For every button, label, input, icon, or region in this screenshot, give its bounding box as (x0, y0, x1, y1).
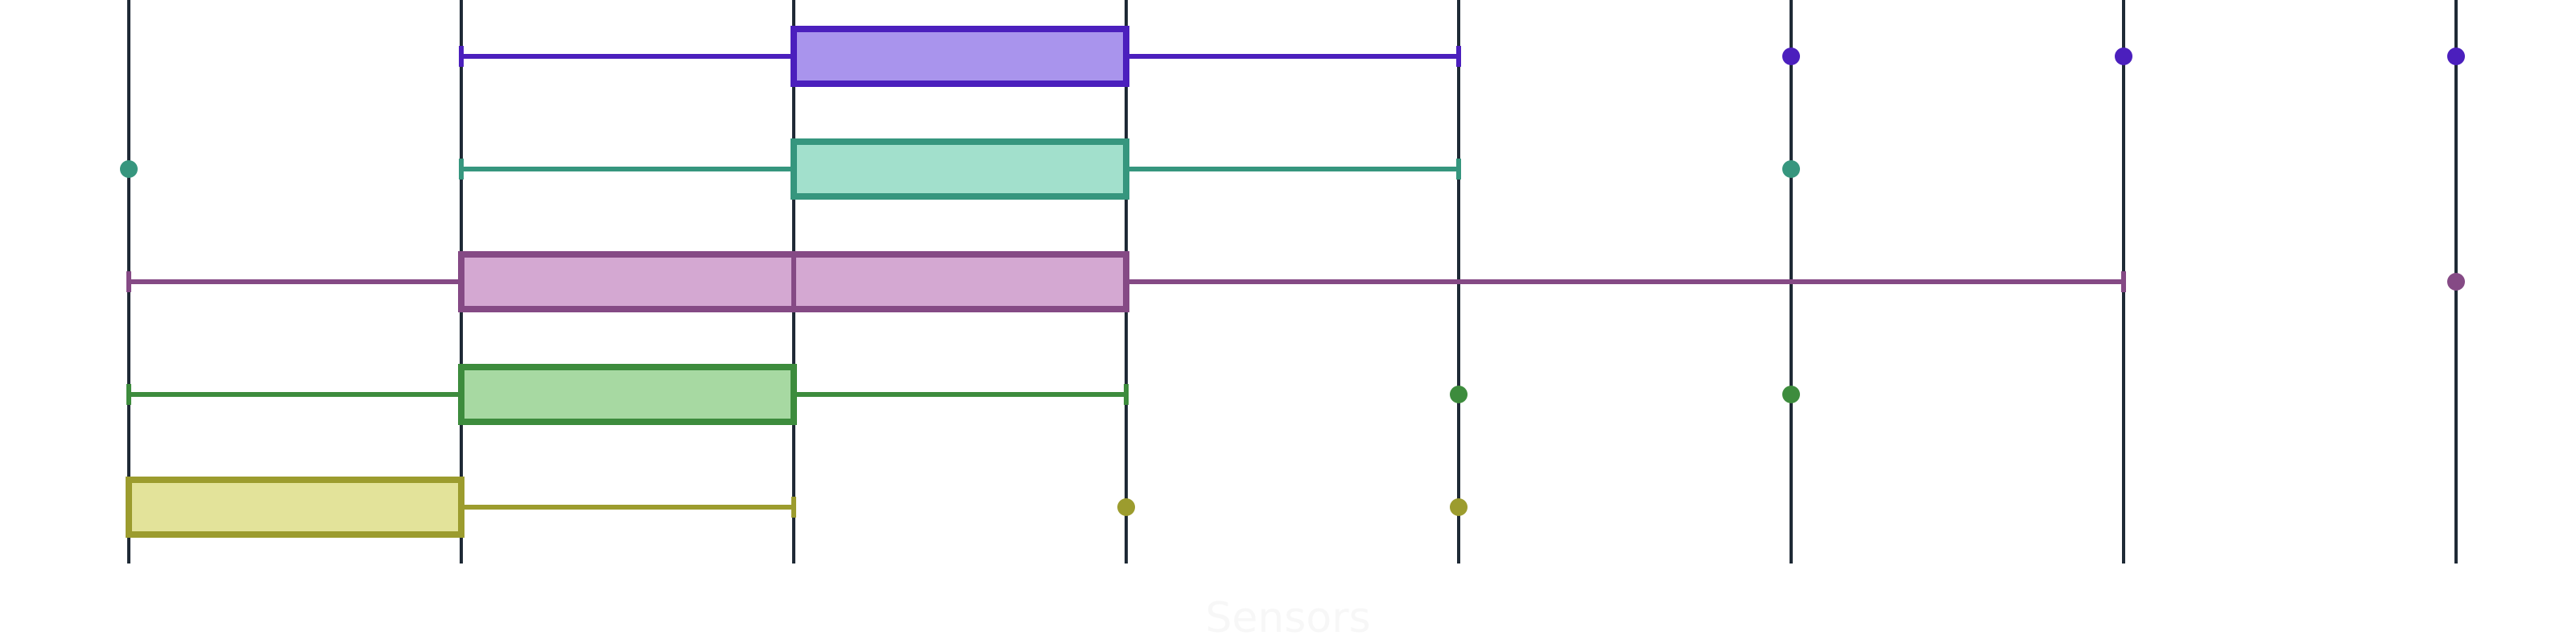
box (126, 477, 464, 538)
box-plots (120, 26, 2465, 538)
outlier-point (1117, 498, 1135, 516)
outlier-point (1450, 498, 1468, 516)
box (791, 138, 1129, 200)
outlier-point (1450, 386, 1468, 403)
box-plot-3 (126, 251, 2465, 312)
outlier-point (1782, 160, 1800, 178)
outlier-point (1782, 47, 1800, 65)
box-plot-2 (120, 138, 1800, 200)
box-plot-1 (459, 26, 2465, 87)
box-plot-4 (126, 364, 1800, 425)
x-axis-label: Sensors (1205, 594, 1370, 642)
outlier-point (2447, 273, 2465, 291)
box-plot-5 (126, 477, 1468, 538)
box (458, 364, 797, 425)
outlier-point (1782, 386, 1800, 403)
outlier-point (2115, 47, 2132, 65)
box (791, 26, 1129, 87)
outlier-point (2447, 47, 2465, 65)
outlier-point (120, 160, 138, 178)
